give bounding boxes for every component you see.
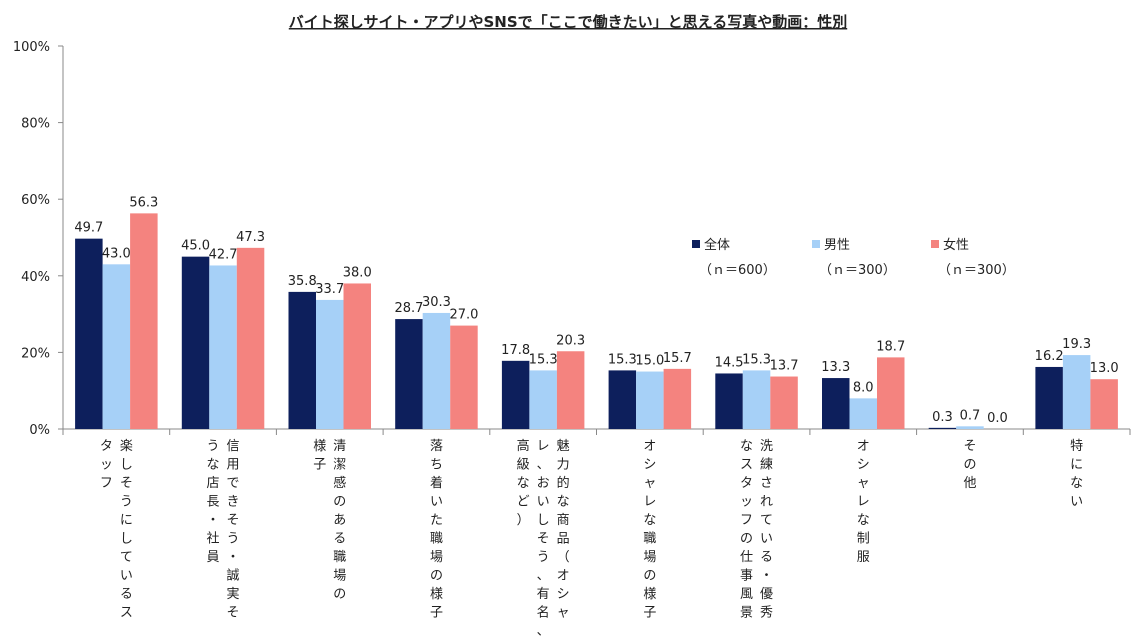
category-label: 魅力的な商品（オシャ — [557, 439, 570, 621]
data-label: 15.3 — [742, 352, 771, 367]
category-label: タッフ — [100, 439, 113, 491]
data-label: 0.7 — [960, 408, 981, 423]
bar-全体 — [608, 370, 637, 429]
data-label: 56.3 — [129, 195, 158, 210]
category-label: 高級など） — [517, 438, 530, 528]
bar-女性 — [877, 357, 905, 429]
bar-男性 — [1062, 355, 1091, 429]
chart-title: バイト探しサイト・アプリやSNSで「ここで働きたい」と思える写真や動画：性別 — [289, 13, 847, 31]
bar-女性 — [343, 283, 371, 429]
bar-女性 — [556, 351, 585, 429]
bar-男性 — [849, 398, 877, 429]
data-label: 0.0 — [987, 411, 1008, 426]
bar-全体 — [181, 256, 210, 429]
category-label: なスタッフの仕事風景 — [740, 439, 753, 621]
legend-label: 女性 — [943, 237, 969, 253]
bar-女性 — [663, 368, 692, 429]
bar-男性 — [316, 299, 344, 429]
legend-sample-size: （ｎ＝300） — [819, 263, 896, 278]
category-label: 洗練されている・優秀 — [760, 439, 773, 621]
data-label: 8.0 — [853, 380, 874, 395]
y-tick-label: 20% — [21, 346, 50, 361]
data-label: 19.3 — [1062, 337, 1091, 352]
data-label: 14.5 — [715, 355, 744, 370]
category-label: オシャレな制服 — [857, 439, 870, 565]
data-label: 38.0 — [343, 265, 372, 280]
bar-女性 — [130, 213, 158, 429]
data-label: 15.3 — [608, 352, 637, 367]
bar-女性 — [770, 376, 798, 429]
bar-全体 — [1035, 366, 1063, 429]
category-label: オシャレな職場の様子 — [643, 439, 656, 621]
category-label: 落ち着いた職場の様子 — [430, 439, 443, 621]
data-label: 15.3 — [529, 352, 558, 367]
data-label: 30.3 — [422, 295, 451, 310]
bar-全体 — [501, 360, 530, 429]
data-label: 15.0 — [635, 354, 664, 369]
data-label: 27.0 — [449, 308, 478, 323]
bar-全体 — [75, 238, 103, 429]
category-label: 信用できそう・誠実そ — [227, 439, 240, 621]
category-label: 清潔感のある職場の — [333, 439, 346, 602]
bar-女性 — [1090, 379, 1118, 429]
data-label: 13.7 — [770, 359, 799, 374]
bar-男性 — [742, 370, 771, 429]
data-label: 0.3 — [932, 410, 953, 425]
bar-女性 — [450, 325, 478, 429]
bar-全体 — [928, 427, 957, 429]
data-label: 15.7 — [663, 351, 692, 366]
bar-男性 — [102, 264, 131, 429]
y-tick-label: 40% — [21, 270, 50, 285]
data-label: 45.0 — [181, 239, 210, 254]
data-label: 20.3 — [556, 333, 585, 348]
bar-全体 — [395, 319, 423, 429]
legend-swatch — [692, 240, 700, 248]
data-label: 28.7 — [394, 301, 423, 316]
bar-男性 — [422, 312, 451, 429]
data-label: 13.3 — [821, 360, 850, 375]
bar-全体 — [715, 373, 743, 429]
data-label: 16.2 — [1035, 349, 1064, 364]
bar-男性 — [529, 370, 557, 429]
category-label: 特にない — [1070, 439, 1083, 510]
y-tick-label: 60% — [21, 193, 50, 208]
category-label: 様子 — [313, 439, 326, 473]
bar-全体 — [822, 378, 850, 429]
bar-男性 — [209, 265, 237, 429]
legend-label: 全体 — [704, 237, 730, 253]
data-label: 18.7 — [876, 339, 905, 354]
bar-全体 — [288, 291, 316, 429]
bar-男性 — [956, 426, 984, 429]
bar-女性 — [236, 247, 265, 429]
legend-sample-size: （ｎ＝300） — [938, 263, 1015, 278]
category-label: レ、おいしそう、有名、 — [537, 439, 550, 639]
legend-label: 男性 — [824, 238, 850, 253]
data-label: 42.7 — [209, 247, 238, 262]
data-label: 43.0 — [102, 246, 131, 261]
legend-sample-size: （ｎ＝600） — [699, 263, 776, 278]
data-label: 33.7 — [315, 282, 344, 297]
category-label: 楽しそうにしているス — [120, 438, 133, 621]
data-label: 13.0 — [1090, 361, 1119, 376]
category-label: うな店長・社員 — [207, 439, 220, 565]
y-tick-label: 100% — [13, 40, 50, 55]
y-tick-label: 0% — [29, 423, 50, 438]
legend-swatch — [931, 240, 939, 248]
bar-男性 — [636, 371, 664, 429]
data-label: 35.8 — [288, 274, 317, 289]
data-label: 47.3 — [236, 230, 265, 245]
category-label: その他 — [963, 439, 976, 491]
data-label: 17.8 — [501, 343, 530, 358]
data-label: 49.7 — [74, 221, 103, 236]
y-tick-label: 80% — [21, 117, 50, 132]
legend-swatch — [812, 240, 820, 248]
